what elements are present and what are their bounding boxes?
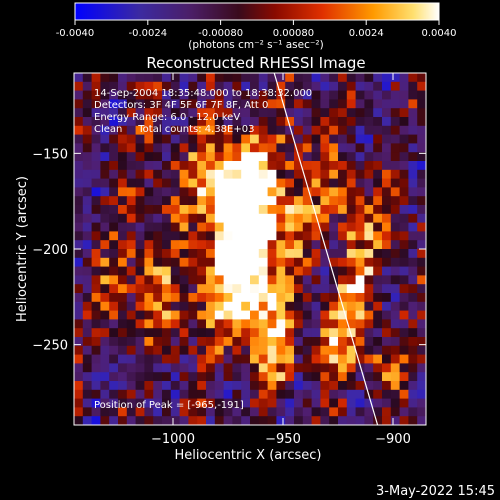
y-tick-label: −150 bbox=[32, 147, 68, 162]
y-axis-ticks: −150 −200 −250 bbox=[32, 147, 426, 354]
colorbar-tick-label: -0.0040 bbox=[56, 28, 95, 39]
x-axis-label: Heliocentric X (arcsec) bbox=[175, 448, 322, 463]
heatmap-image bbox=[74, 73, 426, 425]
colorbar-tick-label: 0.00080 bbox=[273, 28, 314, 39]
annotation-detectors: Detectors: 3F 4F 5F 6F 7F 8F, Att 0 bbox=[94, 100, 268, 111]
colorbar-tick-label: 0.0040 bbox=[422, 28, 457, 39]
x-tick-label: −900 bbox=[375, 432, 411, 447]
chart-title: Reconstructed RHESSI Image bbox=[146, 54, 365, 72]
x-axis-ticks: −1000 −950 −900 bbox=[151, 73, 411, 447]
colorbar-tick-label: -0.00080 bbox=[198, 28, 243, 39]
annotation-clean-counts: Clean Total counts: 4.38E+03 bbox=[94, 124, 254, 135]
x-tick-label: −950 bbox=[265, 432, 301, 447]
peak-position-label: Position of Peak = [-965,-191] bbox=[94, 400, 244, 411]
annotation-time-range: 14-Sep-2004 18:35:48.000 to 18:38:32.000 bbox=[94, 88, 312, 99]
y-tick-label: −200 bbox=[32, 243, 68, 258]
y-tick-label: −250 bbox=[32, 339, 68, 354]
colorbar-units-label: (photons cm⁻² s⁻¹ asec⁻²) bbox=[188, 39, 323, 51]
solar-limb-line bbox=[273, 72, 379, 426]
colorbar-tick-label: -0.0024 bbox=[128, 28, 167, 39]
colorbar-ticks: -0.0040 -0.0024 -0.00080 0.00080 0.0024 0.004… bbox=[56, 20, 457, 39]
observation-annotations: 14-Sep-2004 18:35:48.000 to 18:38:32.000… bbox=[94, 88, 312, 135]
colorbar-tick-label: 0.0024 bbox=[349, 28, 384, 39]
footer-date: 3-May-2022 15:45 bbox=[376, 484, 495, 499]
colorbar-gradient bbox=[74, 2, 440, 21]
x-tick-label: −1000 bbox=[151, 432, 195, 447]
y-axis-label: Heliocentric Y (arcsec) bbox=[15, 176, 30, 322]
annotation-energy-range: Energy Range: 6.0 - 12.0 keV bbox=[94, 112, 240, 123]
